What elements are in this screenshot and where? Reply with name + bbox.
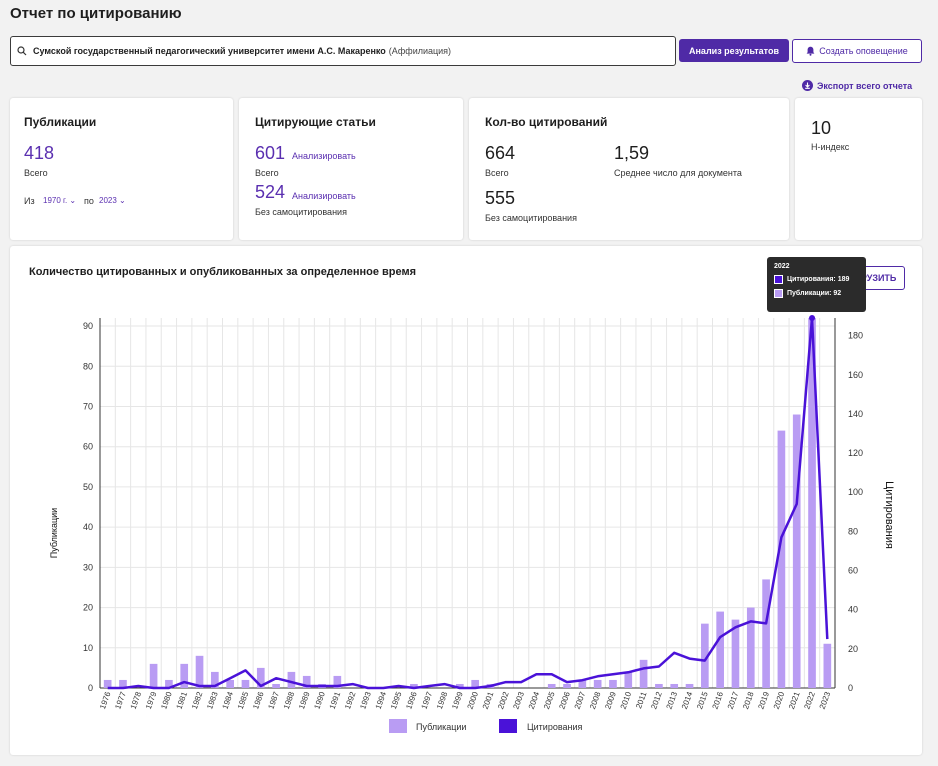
citing-no-self-label: Без самоцитирования bbox=[255, 207, 347, 217]
citations-no-self-label: Без самоцитирования bbox=[485, 213, 577, 223]
search-input[interactable]: Сумской государственный педагогический у… bbox=[10, 36, 676, 66]
from-year-select[interactable]: 1970 г. ⌄ bbox=[43, 196, 77, 205]
bell-icon bbox=[806, 46, 815, 56]
search-icon bbox=[17, 46, 27, 56]
chart-card: Количество цитированных и опубликованных… bbox=[10, 246, 922, 755]
chevron-down-icon: ⌄ bbox=[69, 196, 77, 205]
chevron-down-icon: ⌄ bbox=[119, 196, 126, 205]
citing-no-self[interactable]: 524 bbox=[255, 182, 286, 202]
h-index-value: 10 bbox=[811, 118, 832, 138]
export-label: Экспорт всего отчета bbox=[817, 80, 913, 91]
citations-total-label: Всего bbox=[485, 168, 509, 178]
publications-card: Публикации 418 Всего Из 1970 г. ⌄ по 202… bbox=[10, 98, 233, 240]
tooltip-citations: Цитирования: 189 bbox=[787, 276, 850, 283]
to-year-select[interactable]: 2023 ⌄ bbox=[99, 196, 126, 205]
citing-analyze-link-2[interactable]: Анализировать bbox=[292, 191, 356, 201]
publications-total-label: Всего bbox=[24, 168, 48, 178]
analyze-results-button[interactable]: Анализ результатов bbox=[679, 39, 789, 62]
to-label: по bbox=[84, 196, 94, 206]
citations-title: Кол-во цитирований bbox=[485, 115, 608, 129]
citing-total[interactable]: 601 bbox=[255, 143, 286, 163]
publications-total[interactable]: 418 bbox=[24, 143, 55, 163]
from-label: Из bbox=[24, 196, 35, 206]
h-index-label: H-индекс bbox=[811, 142, 850, 152]
chart-title: Количество цитированных и опубликованных… bbox=[29, 266, 417, 278]
download-icon bbox=[802, 80, 813, 91]
h-index-card: 10 H-индекс bbox=[795, 98, 922, 240]
search-query: Сумской государственный педагогический у… bbox=[33, 46, 386, 56]
citations-average: 1,59 bbox=[614, 143, 650, 163]
citations-card: Кол-во цитирований 664 Всего 1,59 Средне… bbox=[469, 98, 789, 240]
citing-analyze-link[interactable]: Анализировать bbox=[292, 151, 356, 161]
citing-title: Цитирующие статьи bbox=[255, 115, 376, 129]
tooltip-citations-swatch bbox=[774, 275, 783, 284]
tooltip-publications-swatch bbox=[774, 289, 783, 298]
export-report-link[interactable]: Экспорт всего отчета bbox=[802, 80, 912, 91]
publications-title: Публикации bbox=[24, 115, 97, 129]
page-title: Отчет по цитированию bbox=[10, 5, 182, 22]
tooltip-publications: Публикации: 92 bbox=[787, 290, 842, 297]
tooltip-year: 2022 bbox=[774, 263, 790, 270]
search-affiliation: (Аффилиация) bbox=[388, 46, 452, 56]
citations-total: 664 bbox=[485, 143, 516, 163]
citing-total-label: Всего bbox=[255, 168, 279, 178]
citing-articles-card: Цитирующие статьи 601 Анализировать Всег… bbox=[239, 98, 463, 240]
citations-average-label: Среднее число для документа bbox=[614, 168, 742, 178]
chart-tooltip: 2022 Цитирования: 189 Публикации: 92 bbox=[767, 257, 866, 312]
create-alert-button[interactable]: Создать оповещение bbox=[792, 39, 922, 63]
citations-no-self: 555 bbox=[485, 188, 516, 208]
create-alert-label: Создать оповещение bbox=[819, 46, 908, 56]
